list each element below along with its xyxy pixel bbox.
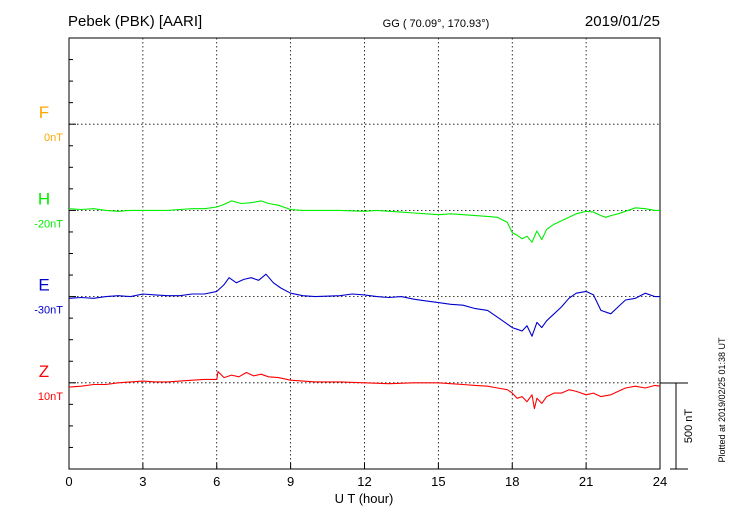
series-offset-Z: 10nT — [38, 391, 63, 403]
trace-Z — [68, 371, 661, 410]
x-tick-label: 18 — [505, 474, 519, 489]
series-offset-E: -30nT — [34, 305, 63, 317]
x-tick-label: 24 — [653, 474, 667, 489]
x-axis-label: U T (hour) — [335, 491, 394, 506]
trace-E — [68, 273, 660, 337]
series-offset-H: -20nT — [34, 218, 63, 230]
x-tick-label: 15 — [431, 474, 445, 489]
x-tick-label: 21 — [579, 474, 593, 489]
coordinates-label: GG ( 70.09°, 170.93°) — [383, 18, 490, 30]
series-offset-F: 0nT — [44, 132, 63, 144]
x-tick-label: 12 — [357, 474, 371, 489]
series-name-H: H — [38, 189, 50, 208]
traces — [68, 200, 661, 410]
trace-H — [68, 200, 660, 243]
scale-bar: 500 nT — [660, 382, 695, 470]
x-tick-label: 9 — [287, 474, 294, 489]
plotted-note: Plotted at 2019/02/25 01:38 UT — [717, 337, 727, 463]
station-title: Pebek (PBK) [AARI] — [68, 13, 202, 30]
scale-bar-label: 500 nT — [683, 409, 695, 444]
x-axis-ticks: 0 3 6 9 12 15 18 21 24 — [65, 37, 667, 489]
date-label: 2019/01/25 — [585, 13, 660, 30]
series-labels: F 0nT H -20nT E -30nT Z 10nT — [34, 103, 63, 403]
x-tick-label: 6 — [213, 474, 220, 489]
series-name-E: E — [38, 276, 49, 295]
x-tick-label: 3 — [139, 474, 146, 489]
x-tick-label: 0 — [65, 474, 72, 489]
series-name-Z: Z — [39, 362, 49, 381]
series-name-F: F — [39, 103, 49, 122]
grid-lines — [69, 38, 660, 469]
